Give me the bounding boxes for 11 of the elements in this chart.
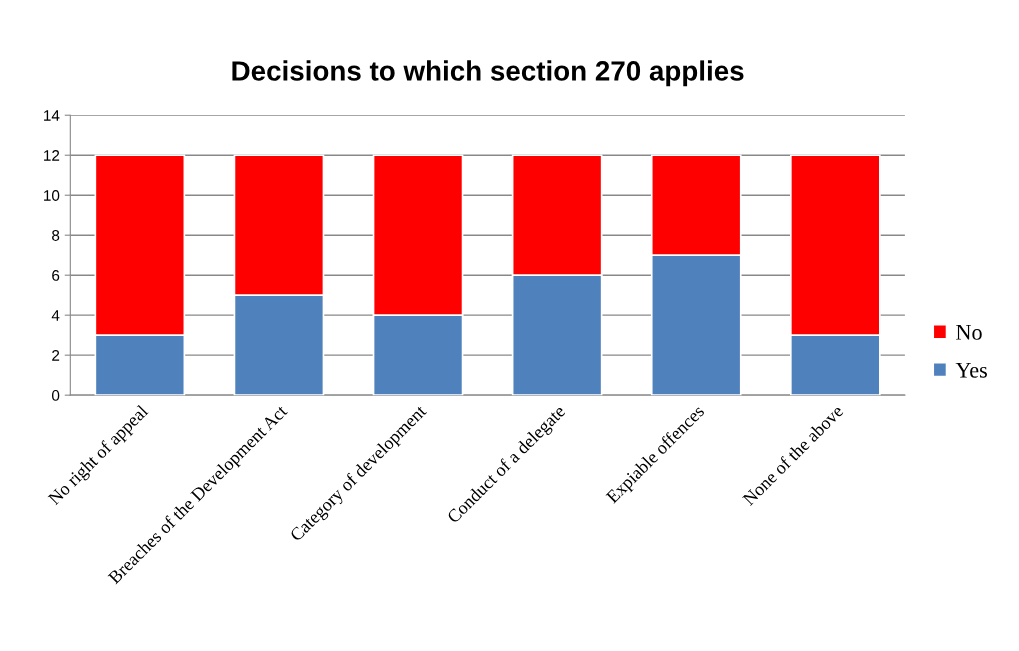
- y-tick-label: 12: [44, 150, 60, 161]
- y-tick-label: 2: [52, 350, 60, 361]
- y-tick-label: 4: [51, 310, 60, 321]
- y-tick-label: 14: [44, 110, 60, 121]
- chart-title: Decisions to which section 270 applies: [232, 60, 744, 87]
- legend-label: Yes: [955, 362, 987, 378]
- y-tick-label: 8: [52, 230, 60, 241]
- legend-label: No: [956, 324, 982, 340]
- y-tick-label: 10: [44, 190, 60, 201]
- y-tick-label: 0: [52, 390, 60, 401]
- y-tick-label: 6: [52, 270, 60, 281]
